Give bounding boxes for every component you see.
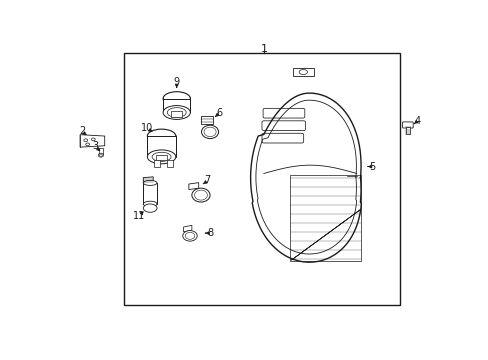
Text: 10: 10 xyxy=(141,123,153,133)
Bar xyxy=(154,159,159,167)
Bar xyxy=(156,156,166,161)
Bar xyxy=(290,175,360,261)
Ellipse shape xyxy=(183,231,197,241)
Ellipse shape xyxy=(143,180,157,185)
Bar xyxy=(123,53,400,305)
Text: 5: 5 xyxy=(369,162,375,172)
Text: 8: 8 xyxy=(207,228,213,238)
Text: 11: 11 xyxy=(132,211,144,221)
FancyBboxPatch shape xyxy=(262,121,305,131)
Ellipse shape xyxy=(163,92,190,105)
Bar xyxy=(171,111,182,117)
Text: 3: 3 xyxy=(92,141,98,151)
Bar xyxy=(147,136,175,157)
Bar xyxy=(163,99,190,112)
Bar xyxy=(292,68,313,76)
Ellipse shape xyxy=(147,129,175,143)
Polygon shape xyxy=(188,183,198,190)
Text: 1: 1 xyxy=(260,44,267,54)
FancyBboxPatch shape xyxy=(263,108,304,118)
FancyBboxPatch shape xyxy=(402,122,412,128)
Bar xyxy=(405,127,409,134)
Bar xyxy=(99,148,102,154)
Ellipse shape xyxy=(191,188,210,202)
Bar xyxy=(201,116,212,123)
Ellipse shape xyxy=(98,153,103,157)
Ellipse shape xyxy=(143,201,157,207)
Text: 7: 7 xyxy=(203,175,210,185)
Polygon shape xyxy=(183,225,191,232)
Bar xyxy=(167,159,173,167)
Ellipse shape xyxy=(147,150,175,164)
Polygon shape xyxy=(143,177,153,184)
Text: 9: 9 xyxy=(173,77,180,87)
Polygon shape xyxy=(80,135,104,147)
Ellipse shape xyxy=(163,105,190,120)
Bar xyxy=(143,183,157,204)
FancyBboxPatch shape xyxy=(262,133,303,143)
Text: 4: 4 xyxy=(414,116,420,126)
Text: 2: 2 xyxy=(79,126,85,135)
Ellipse shape xyxy=(143,204,157,212)
Text: 6: 6 xyxy=(216,108,222,118)
Ellipse shape xyxy=(201,125,218,139)
